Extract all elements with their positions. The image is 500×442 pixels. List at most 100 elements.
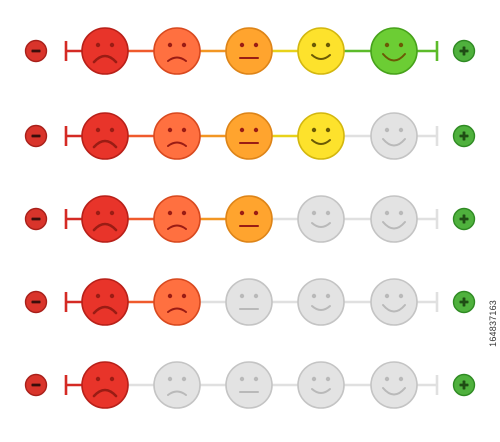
minus-icon-glyph xyxy=(31,217,41,221)
face-circle xyxy=(81,195,129,243)
face-very-happy-icon[interactable] xyxy=(370,112,418,160)
face-circle xyxy=(225,278,273,326)
eye-left xyxy=(167,42,173,48)
mouth xyxy=(382,138,406,147)
eye-right xyxy=(109,127,115,133)
face-very-happy-icon[interactable] xyxy=(370,27,418,75)
face-very-sad-icon[interactable] xyxy=(81,27,129,75)
face-neutral-icon[interactable] xyxy=(225,112,273,160)
face-very-sad-icon[interactable] xyxy=(81,112,129,160)
face-circle xyxy=(153,112,201,160)
eye-left xyxy=(384,127,390,133)
face-very-happy-icon[interactable] xyxy=(370,278,418,326)
eye-right xyxy=(253,210,259,216)
mouth xyxy=(92,54,118,64)
face-sad-icon[interactable] xyxy=(153,195,201,243)
face-circle xyxy=(81,278,129,326)
plus-icon-glyph-v xyxy=(462,297,466,307)
eye-left xyxy=(384,376,390,382)
increase-rating-button[interactable] xyxy=(452,39,476,63)
decrease-rating-button[interactable] xyxy=(24,39,48,63)
face-sad-icon[interactable] xyxy=(153,112,201,160)
eye-left xyxy=(239,127,245,133)
face-circle xyxy=(81,361,129,409)
eye-right xyxy=(181,376,187,382)
eye-right xyxy=(398,127,404,133)
plus-icon-glyph-v xyxy=(462,380,466,390)
rating-scale-row xyxy=(24,195,476,243)
face-sad-icon[interactable] xyxy=(153,27,201,75)
eye-right xyxy=(253,376,259,382)
face-very-sad-icon[interactable] xyxy=(81,195,129,243)
face-very-sad-icon[interactable] xyxy=(81,361,129,409)
increase-rating-button[interactable] xyxy=(452,290,476,314)
eye-right xyxy=(398,376,404,382)
eye-left xyxy=(239,293,245,299)
eye-left xyxy=(167,376,173,382)
stock-id: 164837163 xyxy=(488,300,498,347)
eye-right xyxy=(325,210,331,216)
face-circle xyxy=(153,278,201,326)
eye-right xyxy=(253,42,259,48)
eye-left xyxy=(167,210,173,216)
face-happy-icon[interactable] xyxy=(297,361,345,409)
eye-right xyxy=(181,293,187,299)
eye-left xyxy=(311,42,317,48)
eye-left xyxy=(311,376,317,382)
increase-rating-button[interactable] xyxy=(452,207,476,231)
eye-left xyxy=(384,210,390,216)
face-neutral-icon[interactable] xyxy=(225,278,273,326)
face-very-happy-icon[interactable] xyxy=(370,361,418,409)
face-circle xyxy=(370,112,418,160)
face-very-happy-icon[interactable] xyxy=(370,195,418,243)
face-happy-icon[interactable] xyxy=(297,112,345,160)
face-happy-icon[interactable] xyxy=(297,195,345,243)
plus-icon-glyph-v xyxy=(462,214,466,224)
mouth xyxy=(92,139,118,149)
face-sad-icon[interactable] xyxy=(153,278,201,326)
eye-right xyxy=(109,42,115,48)
face-circle xyxy=(225,27,273,75)
eye-left xyxy=(95,127,101,133)
decrease-rating-button[interactable] xyxy=(24,373,48,397)
increase-rating-button[interactable] xyxy=(452,373,476,397)
minus-icon-glyph xyxy=(31,300,41,304)
eye-right xyxy=(253,127,259,133)
mouth xyxy=(92,388,118,398)
mouth xyxy=(311,388,331,394)
eye-left xyxy=(239,210,245,216)
eye-right xyxy=(253,293,259,299)
decrease-rating-button[interactable] xyxy=(24,290,48,314)
face-neutral-icon[interactable] xyxy=(225,195,273,243)
face-very-sad-icon[interactable] xyxy=(81,278,129,326)
eye-left xyxy=(95,210,101,216)
mouth xyxy=(167,390,187,396)
eye-left xyxy=(384,42,390,48)
eye-left xyxy=(95,42,101,48)
mouth xyxy=(382,53,406,62)
face-circle xyxy=(225,361,273,409)
face-circle xyxy=(81,112,129,160)
decrease-rating-button[interactable] xyxy=(24,124,48,148)
eye-left xyxy=(95,376,101,382)
face-circle xyxy=(370,195,418,243)
eye-left xyxy=(311,210,317,216)
eye-left xyxy=(311,293,317,299)
plus-icon-glyph-v xyxy=(462,131,466,141)
face-circle xyxy=(225,195,273,243)
face-circle xyxy=(153,195,201,243)
face-circle xyxy=(370,27,418,75)
face-neutral-icon[interactable] xyxy=(225,27,273,75)
rating-scale-row xyxy=(24,112,476,160)
face-circle xyxy=(297,195,345,243)
face-happy-icon[interactable] xyxy=(297,278,345,326)
eye-left xyxy=(239,42,245,48)
face-neutral-icon[interactable] xyxy=(225,361,273,409)
decrease-rating-button[interactable] xyxy=(24,207,48,231)
eye-right xyxy=(109,210,115,216)
increase-rating-button[interactable] xyxy=(452,124,476,148)
face-happy-icon[interactable] xyxy=(297,27,345,75)
eye-right xyxy=(325,293,331,299)
face-sad-icon[interactable] xyxy=(153,361,201,409)
face-circle xyxy=(370,361,418,409)
